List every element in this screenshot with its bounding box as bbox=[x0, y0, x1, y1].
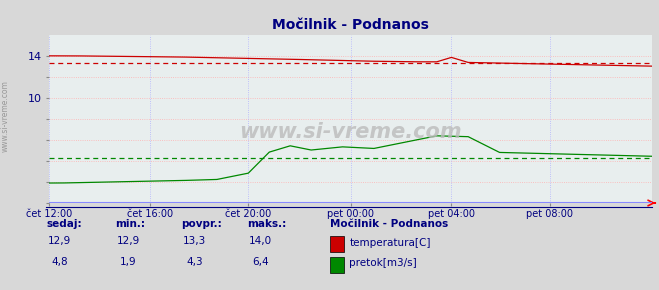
Text: 6,4: 6,4 bbox=[252, 257, 269, 267]
Text: sedaj:: sedaj: bbox=[46, 219, 82, 229]
Text: 4,8: 4,8 bbox=[51, 257, 68, 267]
Text: 12,9: 12,9 bbox=[117, 236, 140, 246]
Text: maks.:: maks.: bbox=[247, 219, 287, 229]
Title: Močilnik - Podnanos: Močilnik - Podnanos bbox=[272, 18, 430, 32]
Text: 13,3: 13,3 bbox=[183, 236, 206, 246]
Text: 4,3: 4,3 bbox=[186, 257, 203, 267]
Text: www.si-vreme.com: www.si-vreme.com bbox=[1, 80, 10, 152]
Text: min.:: min.: bbox=[115, 219, 146, 229]
Text: povpr.:: povpr.: bbox=[181, 219, 222, 229]
Text: 14,0: 14,0 bbox=[248, 236, 272, 246]
Text: temperatura[C]: temperatura[C] bbox=[349, 238, 431, 248]
Text: 1,9: 1,9 bbox=[120, 257, 137, 267]
Text: 12,9: 12,9 bbox=[47, 236, 71, 246]
Text: Močilnik - Podnanos: Močilnik - Podnanos bbox=[330, 219, 447, 229]
Text: pretok[m3/s]: pretok[m3/s] bbox=[349, 258, 417, 268]
Text: www.si-vreme.com: www.si-vreme.com bbox=[240, 122, 462, 142]
